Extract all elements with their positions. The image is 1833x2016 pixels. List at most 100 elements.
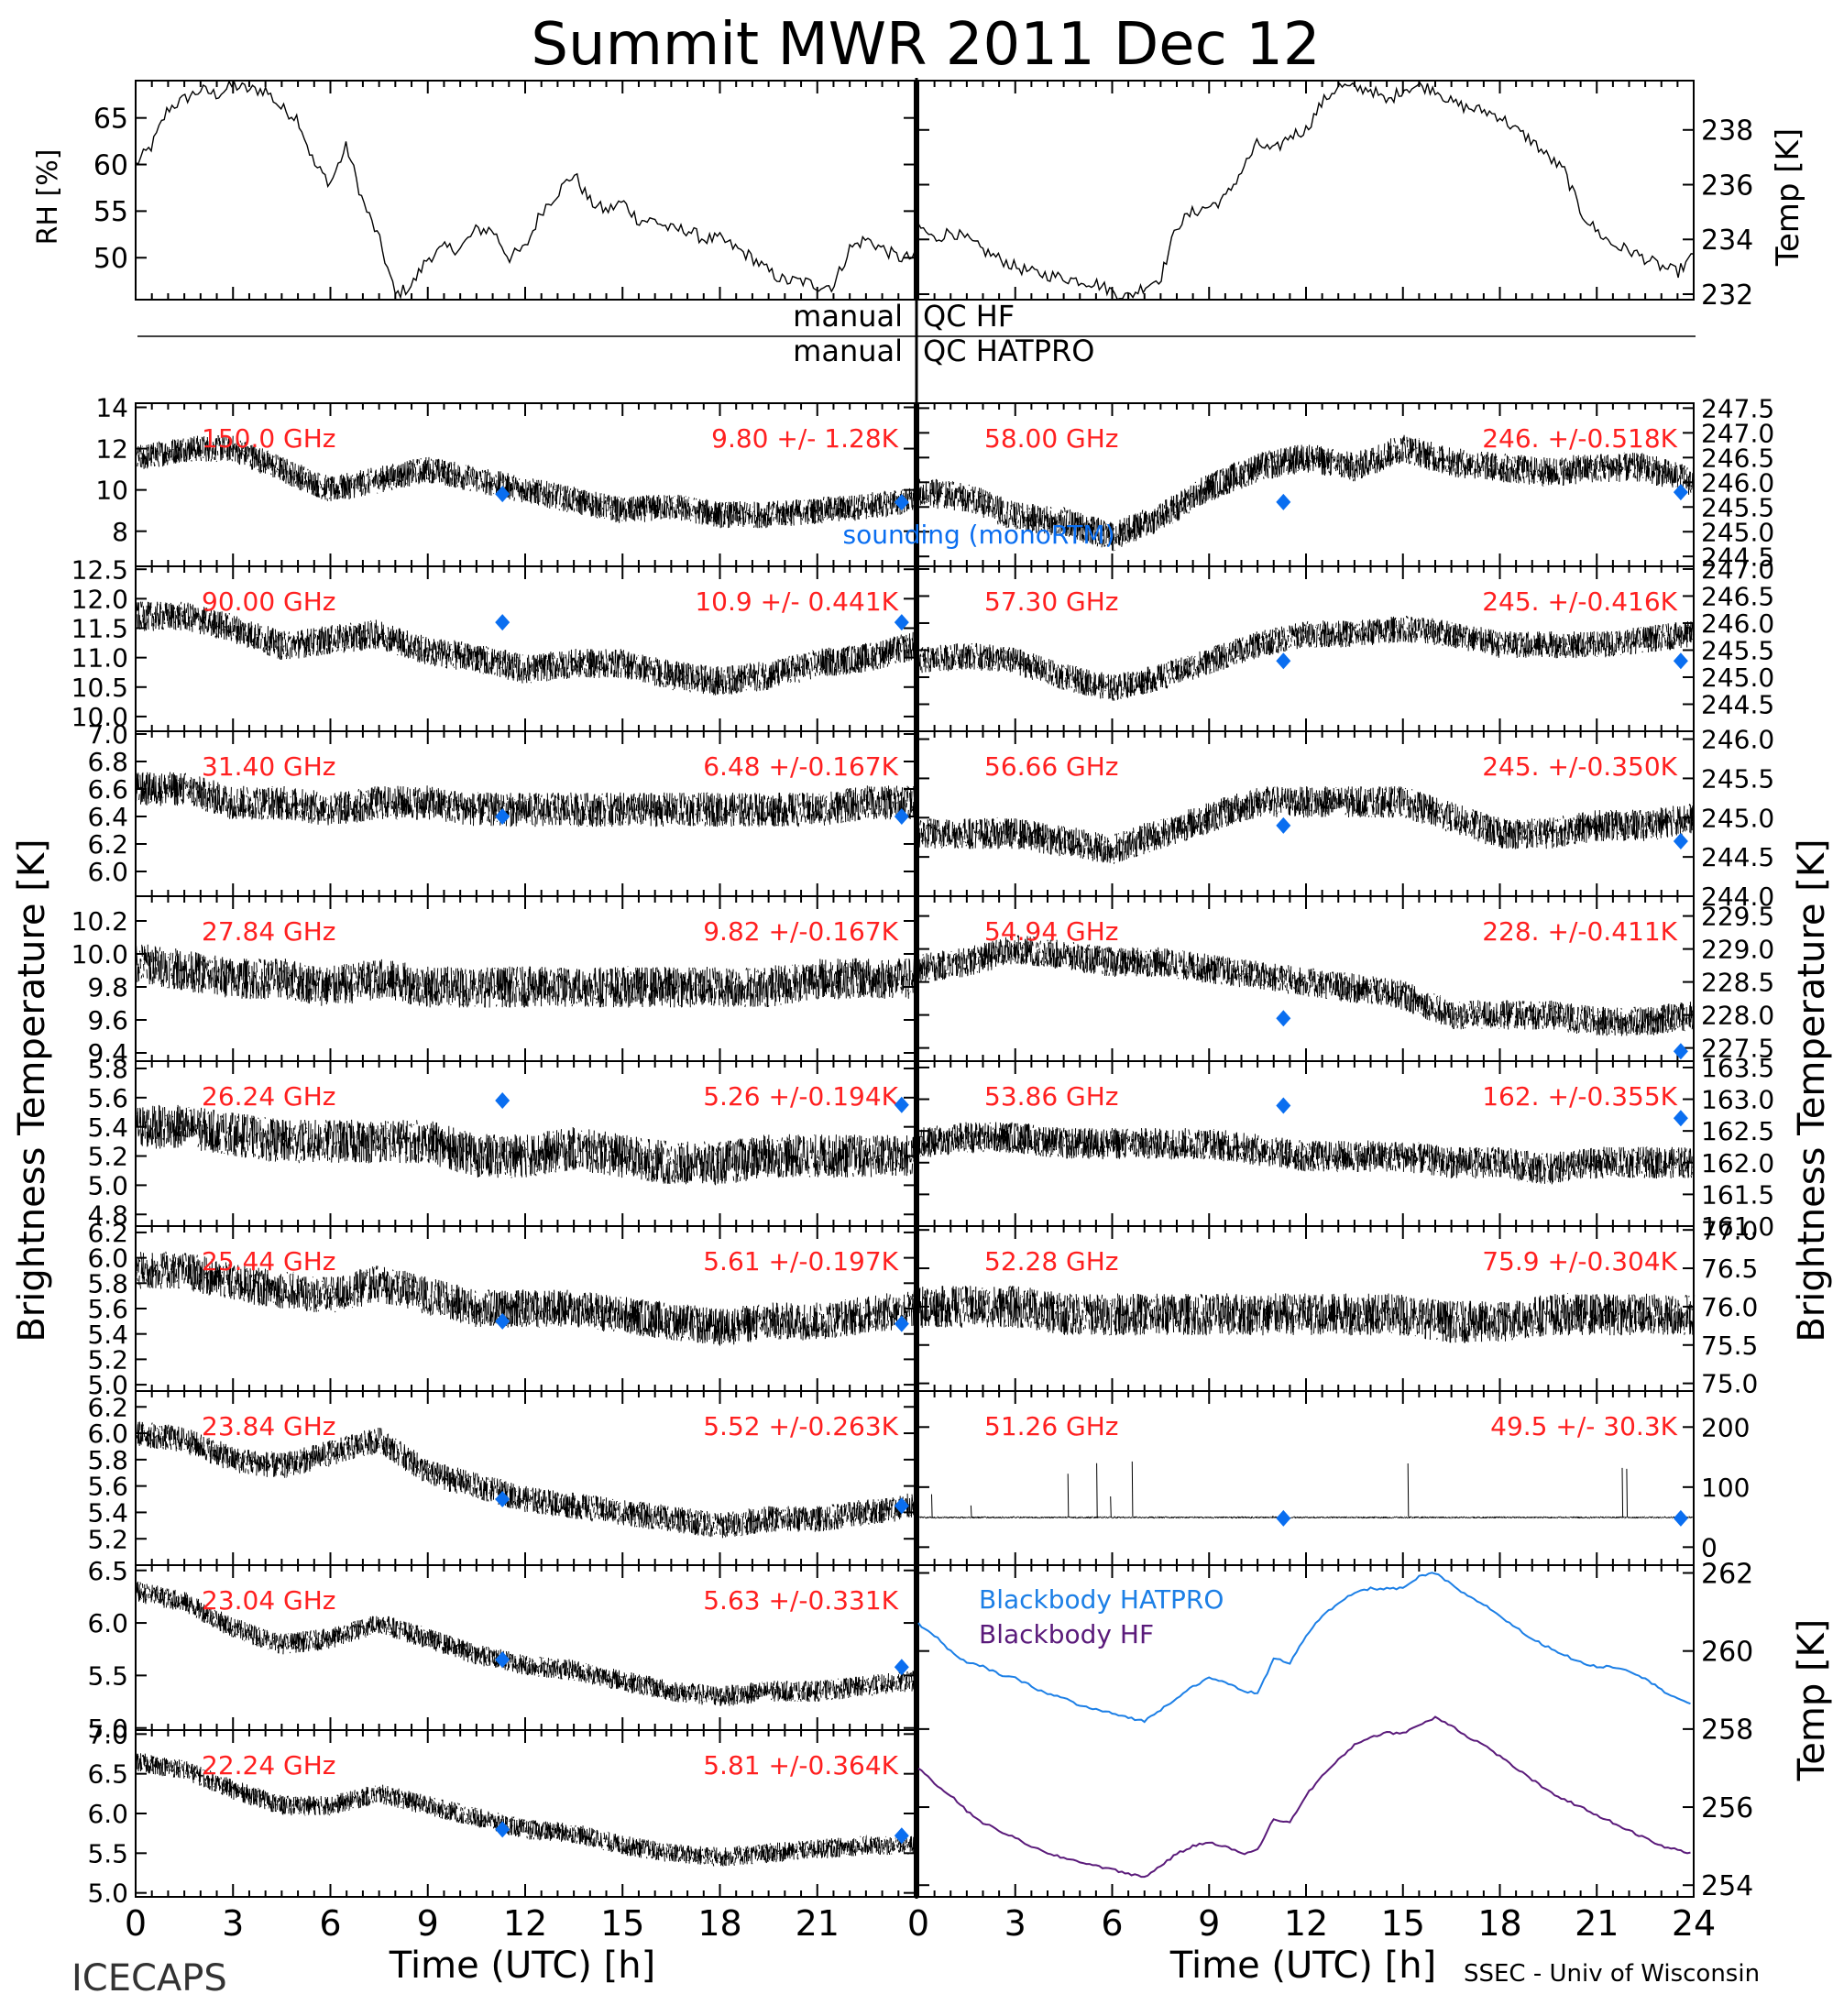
left-tb-panel-2-ytick-label-2: 6.4: [87, 802, 128, 832]
right-tb-panel-3-freq-label: 54.94 GHz: [984, 916, 1119, 947]
left-tb-panel-3-ytick-label-2: 9.8: [87, 972, 128, 1003]
left-tb-panel-1-ytick-label-4: 12.0: [71, 584, 128, 614]
right-tb-panel-1-ytick-label-2: 245.5: [1701, 636, 1774, 666]
rh-ytick-label-1: 55: [93, 196, 128, 228]
left-tb-panel-5-ytick-label-6: 6.2: [87, 1218, 128, 1248]
x-tick-label-left-0: 0: [125, 1903, 147, 1944]
right-tb-panel-0-series-dots: [917, 434, 1696, 552]
left-tb-panel-8-freq-label: 22.24 GHz: [202, 1750, 336, 1780]
right-tb-panel-6-freq-label: 51.26 GHz: [984, 1411, 1119, 1441]
left-tb-panel-6-ytick-label-1: 5.4: [87, 1498, 128, 1528]
right-tb-panel-0-ytick-label-1: 245.0: [1701, 517, 1774, 547]
x-axis-label-left: Time (UTC) [h]: [389, 1945, 655, 1987]
qc-left-line1: manual: [793, 299, 903, 334]
left-tb-panel-3-freq-label: 27.84 GHz: [202, 916, 336, 947]
left-tb-panel-0-ytick-label-0: 8: [112, 517, 128, 547]
rh-ytick-label-0: 50: [93, 243, 128, 275]
rh-ytick-label-2: 60: [93, 149, 128, 181]
x-tick-label-left-3: 9: [417, 1903, 439, 1944]
left-tb-panel-8-ytick-label-0: 5.0: [87, 1879, 128, 1909]
left-tb-panel-5-ytick-label-3: 5.6: [87, 1294, 128, 1324]
right-tb-panel-4-ytick-label-3: 162.5: [1701, 1116, 1774, 1146]
left-tb-panel-7-ytick-label-2: 6.0: [87, 1608, 128, 1638]
chart-title: Summit MWR 2011 Dec 12: [531, 11, 1320, 79]
left-tb-panel-1-sounding-point-0: [495, 614, 510, 631]
left-tb-panel-6: 5.25.45.65.86.06.2 23.84 GHz 5.52 +/-0.263…: [87, 1390, 916, 1566]
left-tb-panel-0-freq-label: 150.0 GHz: [202, 423, 336, 454]
right-tb-panel-4-stat-label: 162. +/-0.355K: [1482, 1081, 1677, 1112]
left-tb-panel-1: 10.010.511.011.512.012.5 90.00 GHz 10.9 +/…: [71, 554, 916, 732]
left-tb-panel-6-ytick-label-5: 6.2: [87, 1392, 128, 1422]
left-tb-panel-7-ytick-label-1: 5.5: [87, 1660, 128, 1691]
left-tb-panel-6-sounding-point-0: [495, 1491, 510, 1508]
right-tb-panel-3-ytick-label-2: 228.5: [1701, 968, 1774, 998]
right-tb-panel-3-sounding-point-1: [1673, 1043, 1688, 1060]
right-tb-panel-0-ytick-label-0: 244.5: [1701, 542, 1774, 572]
left-tb-panel-5-ytick-label-1: 5.2: [87, 1344, 128, 1375]
rh-axis-label: RH [%]: [32, 149, 64, 246]
left-tb-panel-5-ytick-label-5: 6.0: [87, 1244, 128, 1274]
left-tb-panel-7-sounding-point-1: [894, 1659, 909, 1676]
x-tick-label-right-2: 6: [1101, 1903, 1123, 1944]
left-tb-panel-0-ytick-label-2: 12: [95, 434, 128, 465]
right-tb-panel-0-ytick-label-6: 247.5: [1701, 393, 1774, 423]
right-tb-panel-3-stat-label: 228. +/-0.411K: [1482, 916, 1677, 947]
x-tick-label-right-1: 3: [1004, 1903, 1026, 1944]
right-tb-panel-2-ytick-label-0: 244.0: [1701, 882, 1774, 912]
x-tick-label-right-8: 24: [1672, 1903, 1716, 1944]
right-tb-panel-0-sounding-point-0: [1276, 493, 1291, 510]
left-tb-panel-2: 6.06.26.46.66.87.0 31.40 GHz 6.48 +/-0.167…: [87, 719, 916, 897]
right-tb-panel-4-sounding-point-0: [1276, 1097, 1291, 1114]
left-tb-panel-5-series-dots: [135, 1251, 916, 1346]
x-tick-label-left-6: 18: [697, 1903, 741, 1944]
right-tb-panel-6-ytick-label-0: 0: [1701, 1532, 1718, 1562]
left-tb-panel-2-sounding-point-0: [495, 808, 510, 825]
left-tb-panel-3-ytick-label-4: 10.2: [71, 906, 128, 937]
right-tb-panel-0-freq-label: 58.00 GHz: [984, 423, 1119, 454]
left-tb-panel-0-sounding-point-0: [495, 486, 510, 503]
left-tb-panel-6-ytick-label-3: 5.8: [87, 1445, 128, 1475]
left-tb-panel-7-ytick-label-3: 6.5: [87, 1556, 128, 1586]
left-tb-panel-5-ytick-label-0: 5.0: [87, 1370, 128, 1400]
temp-ytick-label-0: 232: [1701, 279, 1753, 312]
right-tb-panel-2-freq-label: 56.66 GHz: [984, 751, 1119, 782]
right-tb-panel-2: 244.0 244.5 245.0 245.5 246.0 56.66 GHz 245. +…: [917, 725, 1774, 912]
right-tb-panels: 244.5245.0245.5246.0246.5247.0247.558.00…: [843, 393, 1775, 1566]
right-tb-panel-4-sounding-point-1: [1673, 1110, 1688, 1127]
left-tb-panel-8-ytick-label-3: 6.5: [87, 1759, 128, 1790]
temp-ytick-label-2: 236: [1701, 170, 1753, 202]
qc-left-line2: manual: [793, 334, 903, 368]
left-tb-panel-4-ytick-label-0: 4.8: [87, 1200, 128, 1230]
temp-frame: [917, 80, 1695, 301]
top-left-panel: 50 55 60 65: [93, 79, 916, 301]
right-tb-panel-5-stat-label: 75.9 +/-0.304K: [1482, 1246, 1677, 1276]
right-tb-panel-5-ytick-label-3: 76.5: [1701, 1254, 1758, 1284]
left-tb-panel-8-ytick-label-4: 7.0: [87, 1719, 128, 1749]
left-tb-panel-3-ytick-label-0: 9.4: [87, 1038, 128, 1068]
left-tb-panel-4-sounding-point-1: [894, 1096, 909, 1113]
right-tb-panel-0-stat-label: 246. +/-0.518K: [1482, 423, 1677, 454]
left-tb-panel-0-sounding-point-1: [894, 494, 909, 511]
x-tick-label-right-6: 18: [1477, 1903, 1521, 1944]
left-tb-panel-6-freq-label: 23.84 GHz: [202, 1411, 336, 1441]
left-tb-panel-8: 5.0 5.5 6.0 6.5 7.0 22.24 GHz 5.81 +/-0.364K: [87, 1719, 916, 1909]
right-tb-panel-5-series-dots: [917, 1286, 1696, 1343]
left-tb-panel-5-freq-label: 25.44 GHz: [202, 1246, 336, 1276]
left-tb-panel-7-freq-label: 23.04 GHz: [202, 1585, 336, 1616]
right-tb-panel-0-ytick-label-5: 247.0: [1701, 418, 1774, 448]
right-tb-panel-3-sounding-point-0: [1276, 1010, 1291, 1027]
bb-ytick-label-2: 258: [1701, 1715, 1753, 1747]
left-tb-panel-1-ytick-label-5: 12.5: [71, 554, 128, 585]
bb-ytick-label-1: 256: [1701, 1792, 1753, 1824]
left-tb-panel-8-series-dots: [135, 1753, 916, 1867]
x-tick-label-left-4: 12: [503, 1903, 547, 1944]
right-tb-panel-0-sounding-point-1: [1673, 484, 1688, 501]
left-tb-panel-5-sounding-point-1: [894, 1315, 909, 1332]
right-tb-panel-0-ytick-label-4: 246.5: [1701, 443, 1774, 473]
rh-frame: [135, 80, 916, 301]
right-tb-panel-5-ytick-label-2: 76.0: [1701, 1292, 1758, 1322]
right-tb-panel-1-sounding-point-0: [1276, 652, 1291, 670]
